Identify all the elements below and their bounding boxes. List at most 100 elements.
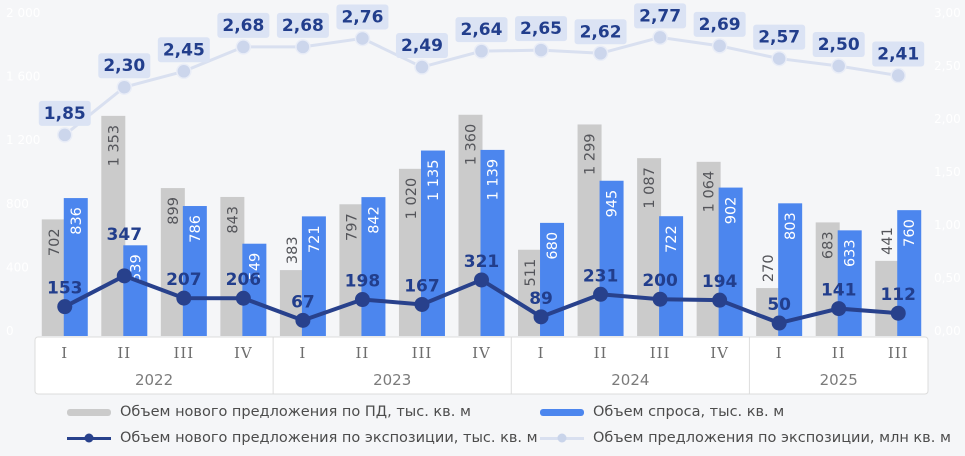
expo-mln-label: 2,68 (282, 16, 324, 36)
quarter-tick-label[interactable]: III (173, 344, 194, 362)
expo-mln-point[interactable] (57, 127, 73, 143)
expo-point[interactable] (235, 290, 251, 306)
expo-mln-point[interactable] (176, 63, 192, 80)
quarter-tick-label[interactable]: IV (234, 344, 253, 362)
expo-mln-point[interactable] (533, 42, 549, 58)
quarter-tick-label[interactable]: II (594, 344, 608, 362)
bar-value-label: 797 (344, 213, 360, 241)
demand-bar[interactable] (242, 243, 267, 336)
expo-mln-point[interactable] (354, 30, 371, 47)
year-label[interactable]: 2023 (373, 371, 411, 389)
expo-point[interactable] (116, 268, 132, 284)
quarter-tick-label[interactable]: III (412, 344, 433, 362)
demand-bar[interactable] (599, 180, 624, 336)
expo-mln-label: 2,62 (580, 22, 622, 42)
quarter-tick-label[interactable]: II (356, 344, 370, 362)
year-label[interactable]: 2022 (135, 371, 173, 389)
bar-value-label: 722 (664, 225, 680, 253)
expo-mln-label-box (753, 24, 806, 50)
expo-mln-point[interactable] (116, 79, 133, 95)
expo-point[interactable] (890, 305, 906, 321)
quarter-tick-label[interactable]: I (299, 344, 306, 362)
expo-point[interactable] (176, 290, 192, 306)
demand-bar[interactable] (123, 245, 148, 336)
expo-mln-label: 2,65 (520, 19, 562, 39)
quarter-tick-label[interactable]: I (776, 344, 783, 362)
expo-mln-label: 2,50 (818, 35, 860, 55)
bar-value-label: 1 064 (702, 171, 718, 213)
expo-mln-point[interactable] (414, 59, 430, 75)
pale-line-swatch-icon (540, 433, 584, 443)
legend-label: Объем нового предложения по ПД, тыс. кв.… (120, 404, 471, 420)
expo-mln-label-box (455, 17, 508, 43)
demand-bar[interactable] (361, 197, 386, 336)
expo-point[interactable] (533, 309, 549, 325)
expo-point-label: 206 (226, 270, 262, 290)
quarter-tick-label[interactable]: IV (710, 344, 729, 362)
expo-point[interactable] (354, 292, 370, 308)
expo-mln-label-box (872, 41, 925, 67)
expo-point[interactable] (57, 299, 73, 315)
expo-mln-point[interactable] (295, 39, 311, 55)
expo-point-label: 321 (464, 252, 500, 272)
expo-point[interactable] (831, 301, 847, 317)
expo-point[interactable] (652, 291, 668, 307)
bar-value-label: 539 (128, 254, 144, 282)
quarter-tick-label[interactable]: IV (472, 344, 491, 362)
bar-value-label: 680 (545, 232, 561, 260)
supply-bar[interactable] (220, 196, 245, 336)
expo-point[interactable] (771, 315, 787, 331)
bar-value-label: 1 353 (106, 125, 122, 167)
supply-bar[interactable] (458, 114, 483, 336)
quarter-tick-label[interactable]: I (538, 344, 545, 362)
expo-point[interactable] (414, 296, 430, 312)
expo-mln-label-box (574, 19, 627, 45)
quarter-tick-label[interactable]: III (888, 344, 909, 362)
bar-value-label: 549 (247, 253, 263, 281)
supply-bar[interactable] (875, 260, 900, 336)
expo-mln-label: 2,45 (163, 40, 205, 60)
supply-bar[interactable] (339, 204, 364, 336)
demand-bar[interactable] (182, 206, 207, 336)
expo-mln-point[interactable] (652, 29, 668, 46)
expo-point[interactable] (593, 286, 609, 302)
expo-mln-label-box (276, 12, 329, 38)
quarter-tick-label[interactable]: I (61, 344, 68, 362)
legend-item-new-supply-expo[interactable]: Объем нового предложения по экспозиции, … (67, 425, 540, 451)
supply-bar[interactable] (637, 158, 662, 336)
expo-mln-point[interactable] (235, 39, 252, 55)
bar-value-label: 836 (69, 207, 85, 235)
expo-mln-point[interactable] (830, 58, 847, 74)
quarter-tick-label[interactable]: II (117, 344, 131, 362)
demand-bar[interactable] (659, 216, 684, 336)
gray-bar-swatch-icon (67, 408, 111, 416)
demand-bar[interactable] (778, 203, 803, 336)
quarter-tick-label[interactable]: III (650, 344, 671, 362)
quarter-tick-label[interactable]: II (832, 344, 846, 362)
expo-mln-point[interactable] (711, 38, 728, 54)
supply-bar[interactable] (160, 188, 185, 336)
legend-item-new-supply-pd[interactable]: Объем нового предложения по ПД, тыс. кв.… (67, 399, 540, 425)
expo-point[interactable] (712, 292, 728, 308)
demand-bar[interactable] (718, 187, 743, 336)
expo-mln-point[interactable] (890, 67, 906, 84)
expo-point[interactable] (474, 272, 489, 288)
right-axis-tick: 0,50 (934, 271, 961, 285)
legend-item-demand[interactable]: Объем спроса, тыс. кв. м (540, 399, 965, 425)
supply-bar[interactable] (101, 115, 126, 336)
expo-point-label: 112 (880, 285, 916, 305)
expo-mln-label-box (812, 32, 865, 57)
expo-mln-point[interactable] (592, 45, 609, 62)
right-axis-tick: 1,00 (934, 218, 961, 232)
year-label[interactable]: 2024 (611, 371, 649, 389)
demand-bar[interactable] (480, 149, 505, 336)
year-label[interactable]: 2025 (820, 371, 858, 389)
bar-value-label: 1 139 (486, 159, 502, 201)
bar-value-label: 1 020 (404, 178, 420, 220)
expo-point[interactable] (295, 312, 311, 328)
legend-item-supply-expo[interactable]: Объем предложения по экспозиции, млн кв.… (540, 425, 965, 451)
demand-bar[interactable] (837, 230, 862, 336)
expo-mln-point[interactable] (771, 50, 787, 67)
expo-mln-point[interactable] (473, 43, 490, 59)
supply-bar[interactable] (815, 222, 840, 336)
